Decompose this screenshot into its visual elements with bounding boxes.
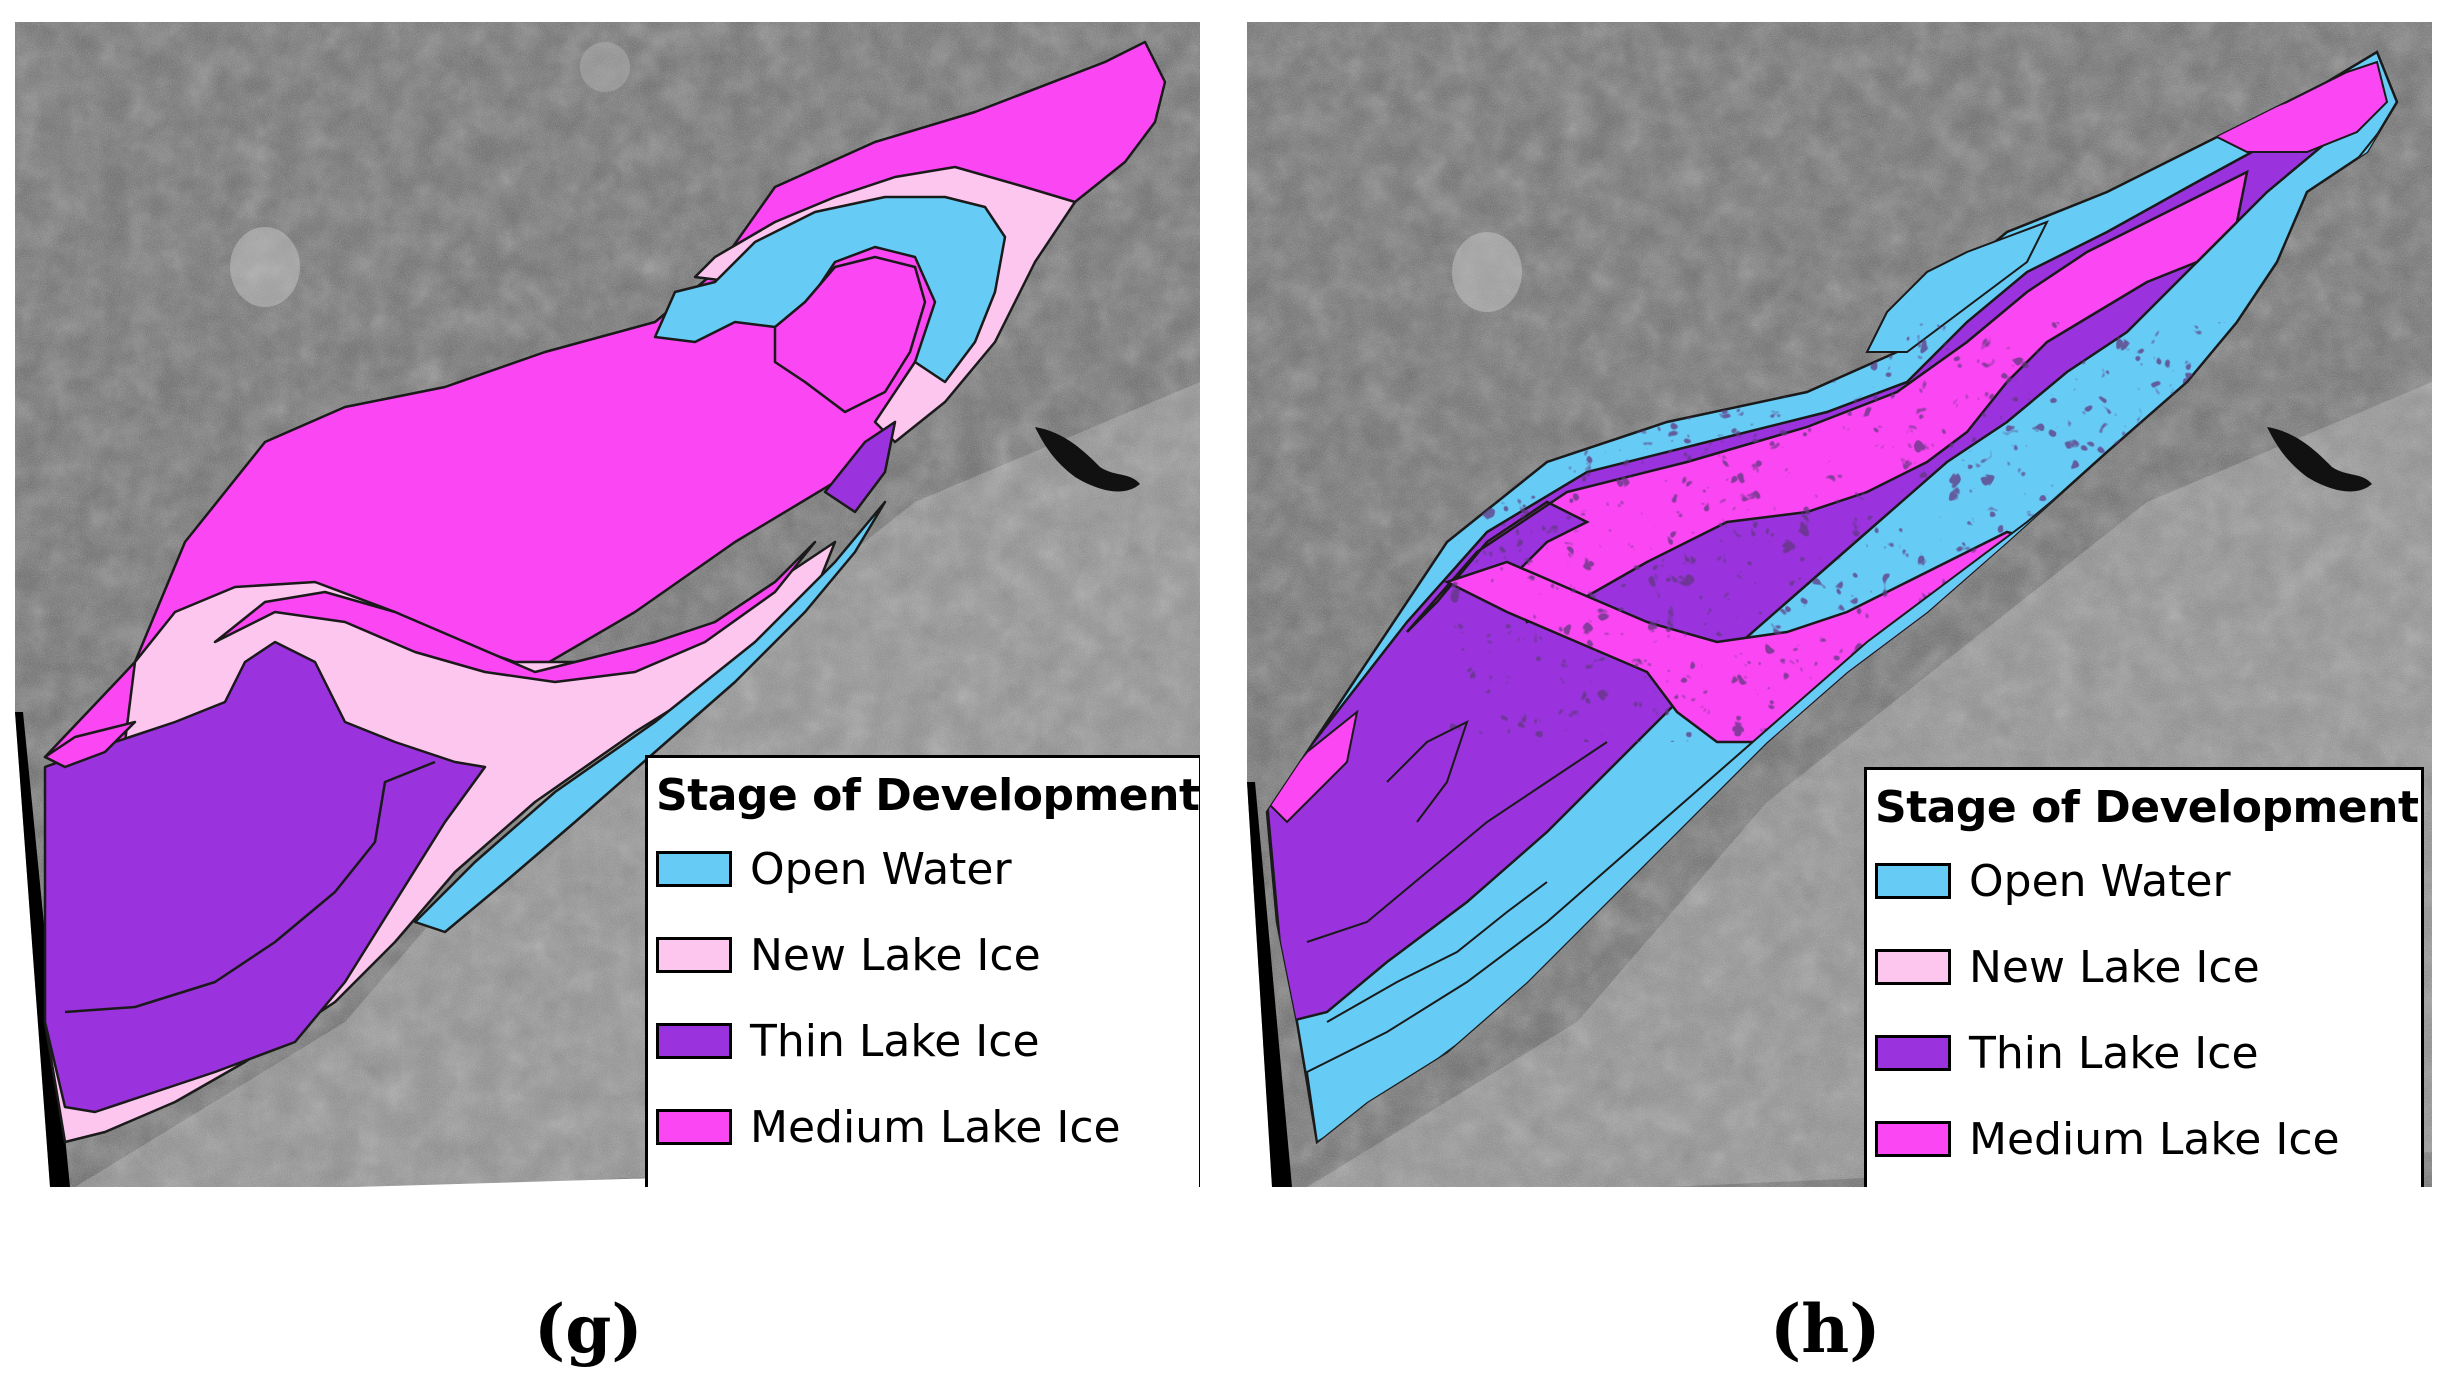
thin-lake-ice-swatch xyxy=(1875,1035,1951,1071)
bright-urban-patch-2 xyxy=(580,42,630,92)
medium-lake-ice-west-tip xyxy=(43,720,137,769)
legend-label: Open Water xyxy=(750,843,1012,895)
legend-item-open-water: Open Water xyxy=(1875,838,2409,924)
legend-label: Thin Lake Ice xyxy=(750,1015,1040,1067)
thin-lake-ice-inner-line xyxy=(64,760,436,1014)
map-panel-h: Stage of Development Open Water New Lake… xyxy=(1247,22,2432,1187)
legend-item-medium-lake-ice: Medium Lake Ice xyxy=(1875,1096,2409,1182)
legend-label: New Lake Ice xyxy=(1969,941,2260,993)
legend-item-open-water: Open Water xyxy=(656,826,1187,912)
legend-item-new-lake-ice: New Lake Ice xyxy=(1875,924,2409,1010)
thin-lake-ice-region xyxy=(43,640,487,1114)
legend-item-medium-lake-ice: Medium Lake Ice xyxy=(656,1084,1187,1170)
inland-lake xyxy=(1035,427,1140,492)
thin-lake-ice-contour xyxy=(1306,741,1608,943)
legend-item-thin-lake-ice: Thin Lake Ice xyxy=(656,998,1187,1084)
legend-item-new-lake-ice: New Lake Ice xyxy=(656,912,1187,998)
legend-item-thin-lake-ice: Thin Lake Ice xyxy=(1875,1010,2409,1096)
map-panel-g: Stage of Development Open Water New Lake… xyxy=(15,22,1200,1187)
thin-lake-ice-contour xyxy=(1326,881,1548,1023)
inland-lake xyxy=(2267,427,2372,492)
thin-lake-ice-swatch xyxy=(656,1023,732,1059)
thin-lake-ice-contours xyxy=(1306,720,1608,1023)
new-lake-ice-swatch xyxy=(656,937,732,973)
open-water-swatch xyxy=(656,851,732,887)
legend-label: Open Water xyxy=(1969,855,2231,907)
panel-caption-h: (h) xyxy=(1770,1290,1881,1368)
stage-of-development-legend: Stage of Development Open Water New Lake… xyxy=(1864,767,2424,1187)
swath-edge xyxy=(1247,782,1292,1187)
medium-lake-ice-west-fringe xyxy=(1267,709,1359,824)
medium-lake-ice-central xyxy=(213,540,817,684)
new-lake-ice-swatch xyxy=(1875,949,1951,985)
legend-label: Thin Lake Ice xyxy=(1969,1027,2259,1079)
medium-lake-ice-swatch xyxy=(656,1109,732,1145)
lake-ice-polygons xyxy=(43,40,1167,1144)
thin-lake-ice-contour xyxy=(1386,720,1469,823)
legend-title: Stage of Development xyxy=(1875,782,2419,833)
bright-urban-patch xyxy=(1452,232,1522,312)
medium-lake-ice-east-tip xyxy=(2204,60,2389,153)
medium-lake-ice-swatch xyxy=(1875,1121,1951,1157)
stage-of-development-legend: Stage of Development Open Water New Lake… xyxy=(645,755,1200,1187)
panel-caption-g: (g) xyxy=(534,1290,643,1368)
legend-label: New Lake Ice xyxy=(750,929,1041,981)
medium-lake-ice-bay xyxy=(773,255,927,414)
thin-lake-ice-east-strip xyxy=(823,420,897,514)
open-water-south-shore xyxy=(413,500,887,934)
legend-title: Stage of Development xyxy=(656,770,1200,821)
bright-urban-patch xyxy=(230,227,300,307)
open-water-swatch xyxy=(1875,863,1951,899)
legend-label: Medium Lake Ice xyxy=(750,1101,1121,1153)
legend-label: Medium Lake Ice xyxy=(1969,1113,2340,1165)
